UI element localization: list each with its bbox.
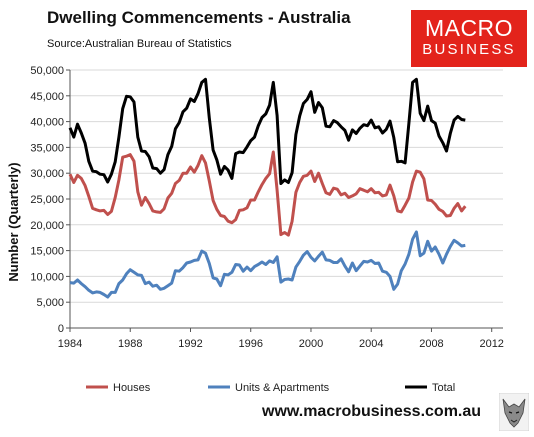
series-line-total <box>70 79 465 183</box>
wolf-logo-icon <box>499 393 529 431</box>
legend-label-houses: Houses <box>113 382 151 394</box>
y-tick-label: 10,000 <box>30 271 64 283</box>
y-tick-labels: 0 5,000 10,000 15,000 20,000 25,000 30,000 35,0… <box>30 65 64 335</box>
y-axis-label: Number (Quarterly) <box>6 162 21 281</box>
legend-label-units-apartments: Units & Apartments <box>235 382 330 394</box>
y-tick-label: 50,000 <box>30 65 64 77</box>
x-tick-labels: 1984 1988 1992 1996 2000 2004 2008 2012 <box>58 338 504 350</box>
y-tick-label: 25,000 <box>30 194 64 206</box>
x-tick-label: 2004 <box>359 338 383 350</box>
x-tick-label: 2012 <box>479 338 503 350</box>
series-line-houses <box>70 152 465 235</box>
axes <box>66 70 503 332</box>
x-tick-label: 1996 <box>238 338 262 350</box>
y-tick-label: 0 <box>58 323 64 335</box>
footer-url: www.macrobusiness.com.au <box>262 403 481 421</box>
x-tick-label: 2000 <box>299 338 323 350</box>
y-tick-label: 35,000 <box>30 142 64 154</box>
y-tick-label: 30,000 <box>30 168 64 180</box>
x-tick-label: 1988 <box>118 338 142 350</box>
y-tick-label: 5,000 <box>36 297 64 309</box>
y-tick-label: 40,000 <box>30 117 64 129</box>
series-line-units-apartments <box>70 232 465 297</box>
y-tick-label: 45,000 <box>30 91 64 103</box>
legend-label-total: Total <box>432 382 455 394</box>
legend: Houses Units & Apartments Total <box>86 382 455 394</box>
y-tick-label: 20,000 <box>30 220 64 232</box>
series-lines <box>70 79 465 297</box>
y-tick-label: 15,000 <box>30 246 64 258</box>
x-tick-label: 1984 <box>58 338 82 350</box>
x-tick-label: 2008 <box>419 338 443 350</box>
x-tick-label: 1992 <box>178 338 202 350</box>
